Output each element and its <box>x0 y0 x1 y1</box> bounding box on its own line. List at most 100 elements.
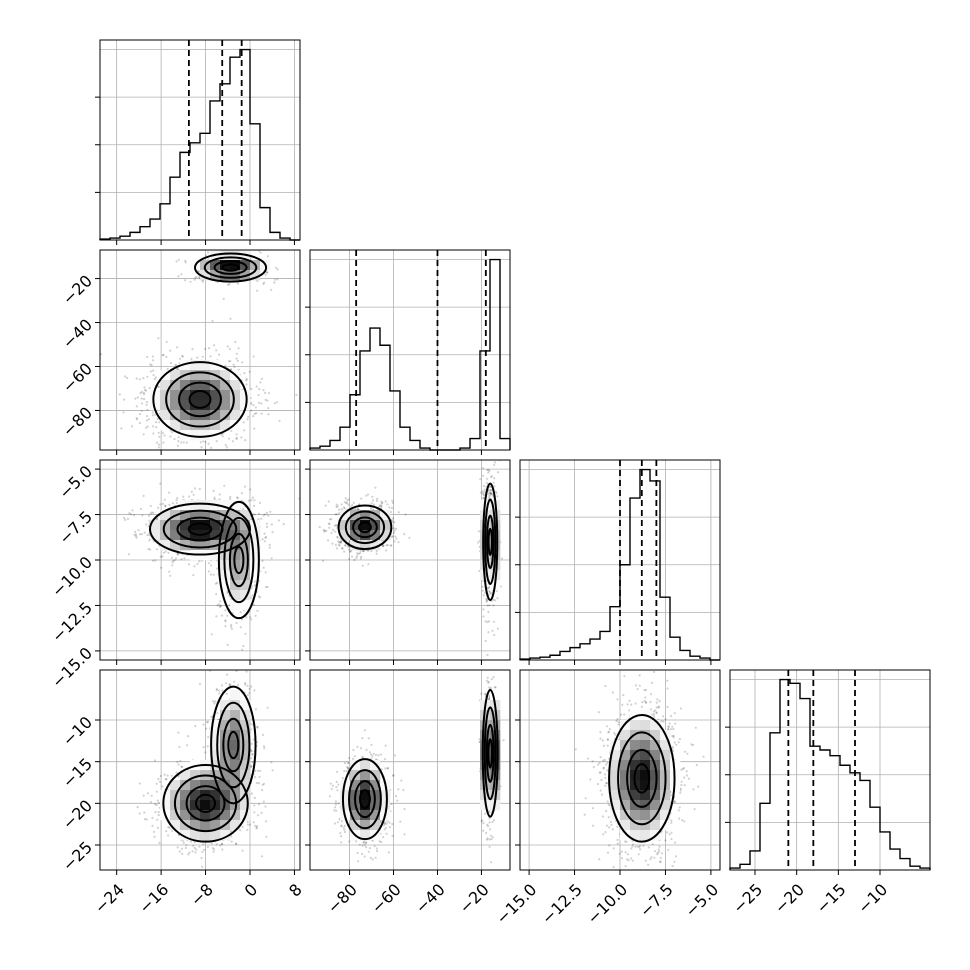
sample-point <box>381 503 383 505</box>
sample-point <box>385 549 387 551</box>
sample-point <box>193 494 195 496</box>
sample-point <box>224 625 226 627</box>
sample-point <box>223 298 225 300</box>
sample-point <box>235 358 237 360</box>
sample-point <box>258 803 260 805</box>
sample-point <box>493 621 495 623</box>
sample-point <box>162 354 164 356</box>
sample-point <box>225 444 227 446</box>
sample-point <box>139 422 141 424</box>
sample-point <box>487 604 489 606</box>
sample-point <box>237 283 239 285</box>
sample-point <box>177 445 179 447</box>
sample-point <box>277 268 279 270</box>
sample-point <box>263 567 265 569</box>
sample-point <box>136 378 138 380</box>
sample-point <box>158 436 160 438</box>
sample-point <box>250 618 252 620</box>
panel-content <box>100 460 301 660</box>
sample-point <box>229 348 231 350</box>
sample-point <box>204 348 206 350</box>
sample-point <box>276 278 278 280</box>
sample-point <box>481 586 483 588</box>
sample-point <box>230 624 232 626</box>
sample-point <box>394 530 396 532</box>
sample-point <box>189 281 191 283</box>
sample-point <box>267 255 269 257</box>
sample-point <box>262 283 264 285</box>
sample-point <box>253 499 255 501</box>
sample-point <box>180 441 182 443</box>
sample-point <box>487 469 489 471</box>
sample-point <box>160 567 162 569</box>
sample-point <box>133 514 135 516</box>
sample-point <box>337 537 339 539</box>
sample-point <box>359 552 361 554</box>
sample-point <box>165 551 167 553</box>
sample-point <box>234 341 236 343</box>
sample-point <box>258 402 260 404</box>
sample-point <box>391 500 393 502</box>
sample-point <box>338 512 340 514</box>
sample-point <box>327 539 329 541</box>
sample-point <box>274 402 276 404</box>
sample-point <box>362 565 364 567</box>
sample-point <box>150 370 152 372</box>
sample-point <box>136 405 138 407</box>
sample-point <box>224 620 226 622</box>
sample-point <box>256 610 258 612</box>
sample-point <box>143 398 145 400</box>
sample-point <box>165 356 167 358</box>
sample-point <box>244 486 246 488</box>
sample-point <box>218 354 220 356</box>
sample-point <box>483 594 485 596</box>
sample-point <box>486 654 488 656</box>
sample-point <box>183 441 185 443</box>
sample-point <box>236 496 238 498</box>
sample-point <box>259 502 261 504</box>
sample-point <box>255 406 257 408</box>
sample-point <box>295 394 297 396</box>
sample-point <box>135 535 137 537</box>
sample-point <box>155 426 157 428</box>
sample-point <box>360 556 362 558</box>
sample-point <box>150 513 152 515</box>
sample-point <box>482 490 484 492</box>
sample-point <box>264 392 266 394</box>
sample-point <box>479 478 481 480</box>
sample-point <box>403 533 405 535</box>
sample-point <box>200 446 202 448</box>
sample-point <box>226 674 228 676</box>
sample-point <box>337 505 339 507</box>
sample-point <box>196 563 198 565</box>
sample-point <box>162 503 164 505</box>
sample-point <box>216 568 218 570</box>
sample-point <box>176 497 178 499</box>
sample-point <box>393 532 395 534</box>
sample-point <box>330 532 332 534</box>
sample-point <box>328 500 330 502</box>
sample-point <box>332 529 334 531</box>
sample-point <box>144 532 146 534</box>
sample-point <box>247 416 249 418</box>
sample-point <box>141 533 143 535</box>
sample-point <box>227 345 229 347</box>
sample-point <box>213 344 215 346</box>
sample-point <box>491 630 493 632</box>
sample-point <box>120 427 122 429</box>
sample-point <box>252 404 254 406</box>
sample-point <box>152 425 154 427</box>
sample-point <box>334 531 336 533</box>
sample-point <box>175 499 177 501</box>
sample-point <box>137 396 139 398</box>
sample-point <box>183 557 185 559</box>
sample-point <box>501 557 503 559</box>
sample-point <box>171 564 173 566</box>
sample-point <box>229 318 231 320</box>
sample-point <box>159 503 161 505</box>
sample-point <box>210 447 212 449</box>
sample-point <box>494 453 496 455</box>
sample-point <box>478 530 480 532</box>
sample-point <box>236 433 238 435</box>
